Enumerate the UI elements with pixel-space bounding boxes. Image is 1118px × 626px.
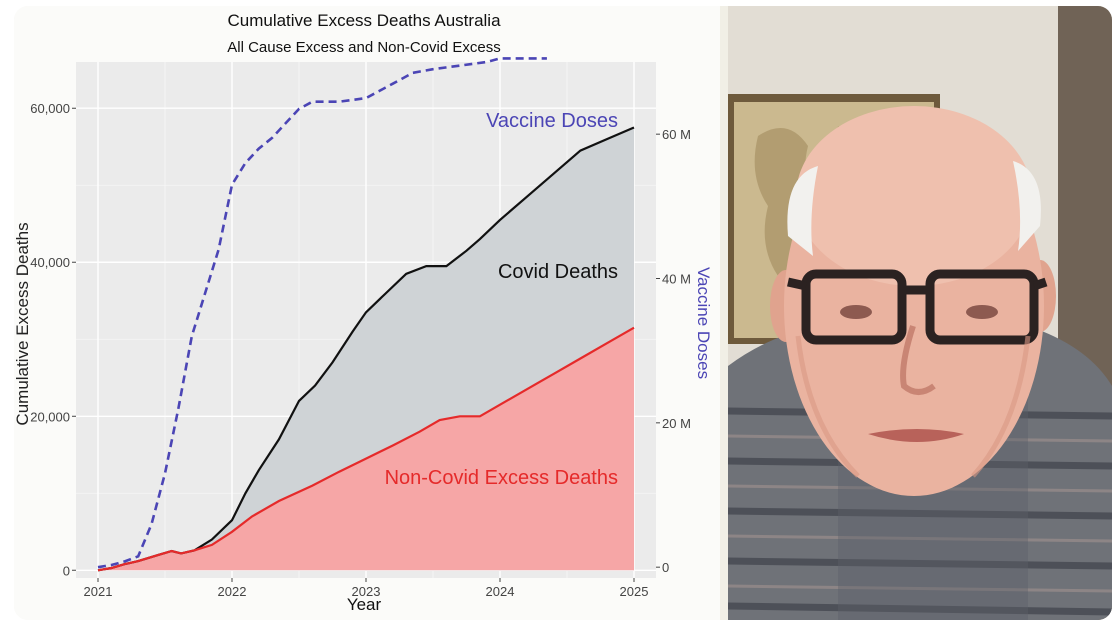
vaccine-doses-annotation: Vaccine Doses xyxy=(486,110,618,132)
x-tick-label: 2022 xyxy=(218,584,247,599)
y2-tick-label: 60 M xyxy=(662,127,691,142)
plot-area: 0 20,000 40,000 60,000 0 20 M 40 M 60 M 2021 2022… xyxy=(30,57,691,599)
non-covid-annotation: Non-Covid Excess Deaths xyxy=(385,467,618,489)
y-tick-label: 0 xyxy=(63,563,70,578)
x-axis-label: Year xyxy=(347,595,382,614)
chart-title: Cumulative Excess Deaths Australia xyxy=(227,11,501,30)
image-frame: Cumulative Excess Deaths Australia All C… xyxy=(14,6,1112,620)
chart-svg: Cumulative Excess Deaths Australia All C… xyxy=(14,11,713,614)
non-covid-excess-line xyxy=(97,326,635,572)
y-axis-label: Cumulative Excess Deaths xyxy=(14,222,32,425)
y-tick-label: 20,000 xyxy=(30,409,70,424)
y2-tick-label: 0 xyxy=(662,560,669,575)
y2-tick-label: 20 M xyxy=(662,416,691,431)
x-tick-label: 2023 xyxy=(352,584,381,599)
chart-panel: Cumulative Excess Deaths Australia All C… xyxy=(14,6,720,620)
y2-axis-label: Vaccine Doses xyxy=(694,267,713,379)
panel-divider xyxy=(720,6,728,620)
covid-deaths-annotation: Covid Deaths xyxy=(498,261,618,283)
chart-subtitle: All Cause Excess and Non-Covid Excess xyxy=(227,39,500,56)
video-feed xyxy=(728,6,1112,620)
x-tick-label: 2025 xyxy=(620,584,649,599)
y2-tick-label: 40 M xyxy=(662,272,691,287)
x-tick-label: 2024 xyxy=(486,584,515,599)
vaccine-doses-line xyxy=(97,57,547,569)
non-covid-excess-area xyxy=(98,327,634,571)
y-tick-label: 40,000 xyxy=(30,255,70,270)
x-tick-label: 2021 xyxy=(84,584,113,599)
person-image xyxy=(728,6,1112,620)
y-tick-label: 60,000 xyxy=(30,101,70,116)
